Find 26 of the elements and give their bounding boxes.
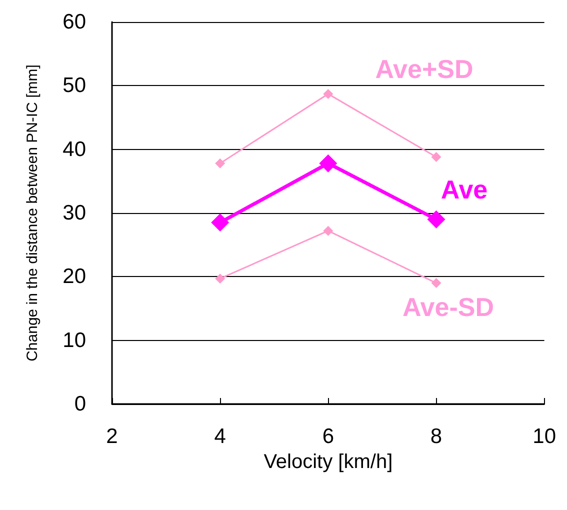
point: [427, 210, 446, 228]
y-tick-label: 50: [62, 74, 86, 98]
x-tick-label: 4: [214, 425, 226, 448]
x-tick-label: 6: [322, 425, 334, 448]
point: [323, 88, 334, 99]
point: [323, 226, 334, 236]
point: [431, 278, 442, 288]
x-tick-label: 10: [532, 425, 556, 448]
x-tick-label: 2: [106, 425, 118, 448]
y-tick-label: 10: [62, 328, 86, 352]
point: [319, 154, 338, 172]
y-tick-label: 0: [74, 392, 86, 416]
point: [211, 214, 230, 232]
point: [215, 158, 226, 168]
series-label: Ave-SD: [402, 292, 494, 322]
series-label: Ave: [440, 174, 488, 204]
point: [215, 274, 226, 284]
x-tick-label: 8: [430, 425, 442, 448]
y-tick-label: 20: [62, 265, 86, 288]
y-tick-label: 40: [62, 138, 86, 161]
series-label: Ave+SD: [375, 54, 474, 84]
point: [431, 152, 442, 162]
y-axis-title: Change in the distance between PN-IC [mm]: [24, 64, 41, 362]
y-tick-label: 60: [62, 10, 86, 34]
y-tick-label: 30: [62, 202, 86, 224]
x-axis-title: Velocity [km/h]: [264, 450, 393, 473]
